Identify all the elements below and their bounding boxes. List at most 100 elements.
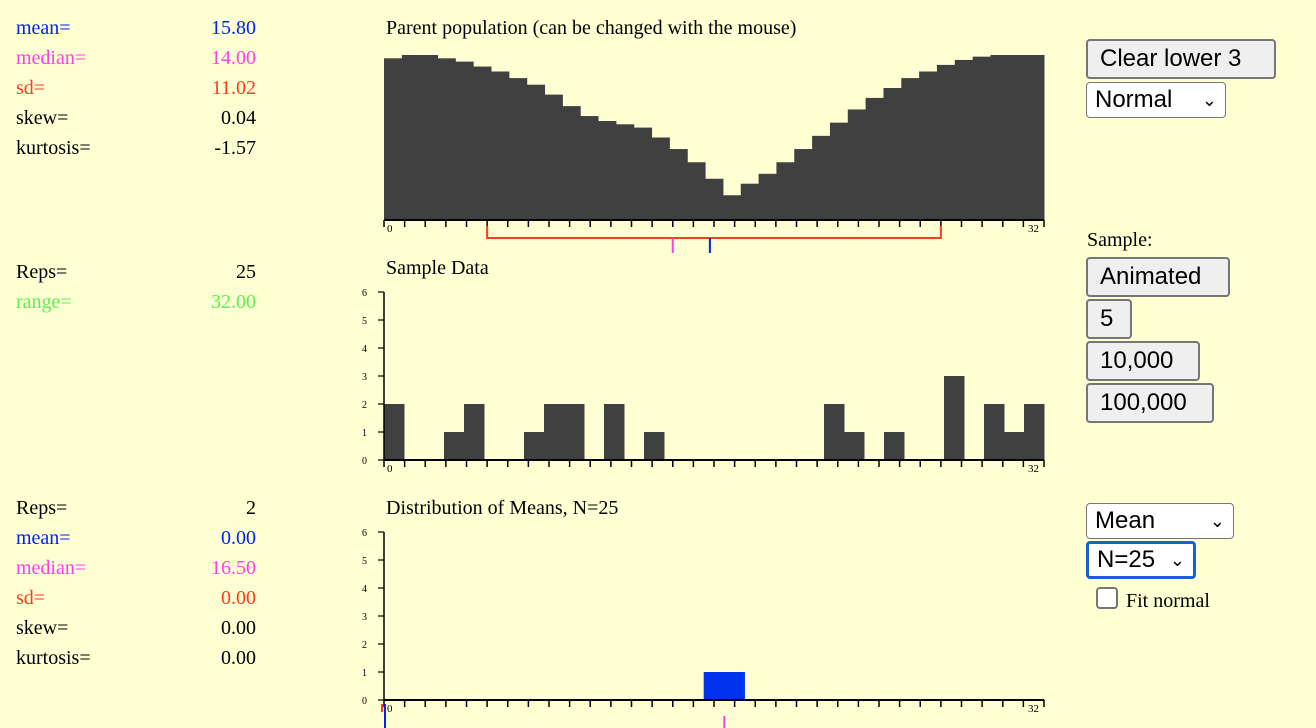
sample-5-button[interactable]: 5 <box>1086 299 1132 339</box>
parent-median-value: 14.00 <box>211 47 256 69</box>
sample-bar <box>604 404 625 460</box>
means-y-tick-label: 2 <box>362 640 367 651</box>
parent-bar <box>526 84 546 220</box>
animated-button[interactable]: Animated <box>1086 257 1230 297</box>
parent-bar <box>580 116 599 220</box>
parent-skew-value: 0.04 <box>221 107 256 129</box>
sample-y-tick-label: 1 <box>362 428 367 439</box>
parent-bar <box>705 178 724 220</box>
chevron-down-icon: ⌄ <box>1169 550 1185 570</box>
parent-bar <box>687 162 706 220</box>
parent-bar <box>419 55 439 220</box>
sample-x-tick-label: 32 <box>1028 463 1039 475</box>
sample-y-tick-label: 5 <box>362 316 367 327</box>
sample-bar <box>544 404 565 460</box>
sample-100000-button[interactable]: 100,000 <box>1086 383 1214 423</box>
means-y-tick-label: 1 <box>362 668 367 679</box>
means-reps-label: Reps= <box>16 497 68 519</box>
sample-label: Sample: <box>1087 229 1153 251</box>
distribution-select[interactable]: Normal ⌄ <box>1086 82 1226 118</box>
parent-bar <box>651 137 670 220</box>
sample-size-select[interactable]: N=25 ⌄ <box>1086 541 1196 579</box>
parent-bar <box>722 195 742 220</box>
means-mean-value: 0.00 <box>221 527 256 549</box>
fit-normal-label: Fit normal <box>1126 590 1210 612</box>
distribution-select-value: Normal <box>1095 86 1173 113</box>
means-sd-value: 0.00 <box>221 587 256 609</box>
sample-x-tick-label: 0 <box>387 463 393 475</box>
parent-bar <box>936 64 956 221</box>
parent-bar <box>901 78 920 220</box>
sample-bar <box>944 376 965 460</box>
means-x-tick-label: 0 <box>387 703 393 715</box>
parent-bar <box>473 66 492 220</box>
parent-sd-label: sd= <box>16 77 46 99</box>
means-x-tick-label: 32 <box>1028 703 1039 715</box>
means-kurtosis-value: 0.00 <box>221 647 256 669</box>
sample-bar <box>844 432 865 460</box>
means-y-tick-label: 3 <box>362 612 367 623</box>
means-median-label: median= <box>16 557 87 579</box>
clear-lower-3-button[interactable]: Clear lower 3 <box>1086 39 1276 79</box>
parent-bar <box>508 78 528 220</box>
statistic-select[interactable]: Mean ⌄ <box>1086 503 1234 539</box>
parent-bar <box>990 55 1009 220</box>
parent-bar <box>972 56 991 221</box>
parent-bar <box>562 106 581 220</box>
parent-bar <box>544 94 563 220</box>
parent-bar <box>437 58 456 220</box>
parent-x-tick-label: 0 <box>387 223 393 235</box>
parent-x-tick-label: 32 <box>1028 223 1039 235</box>
sample-bar <box>524 432 545 460</box>
parent-bar <box>633 127 653 220</box>
means-median-value: 16.50 <box>211 557 256 579</box>
means-y-tick-label: 0 <box>362 696 367 707</box>
sample-reps-value: 25 <box>236 261 256 283</box>
parent-kurtosis-label: kurtosis= <box>16 137 91 159</box>
parent-bar <box>883 88 902 220</box>
sample-y-tick-label: 3 <box>362 372 367 383</box>
parent-bar <box>847 109 867 220</box>
sample-range-value: 32.00 <box>211 291 256 313</box>
parent-mean-value: 15.80 <box>211 17 256 39</box>
means-skew-value: 0.00 <box>221 617 256 639</box>
means-y-tick-label: 6 <box>362 528 367 539</box>
parent-skew-label: skew= <box>16 107 69 129</box>
means-sd-label: sd= <box>16 587 46 609</box>
parent-bar <box>455 61 474 220</box>
parent-bar <box>1008 55 1027 220</box>
sample-bar <box>884 432 905 460</box>
sample-panel-title: Sample Data <box>386 257 489 279</box>
means-skew-label: skew= <box>16 617 69 639</box>
parent-bar <box>954 59 974 221</box>
sample-bar <box>644 432 665 460</box>
parent-sd-range-marker <box>486 226 942 239</box>
chevron-down-icon: ⌄ <box>1201 90 1217 110</box>
parent-bar <box>794 149 813 220</box>
parent-bar <box>829 122 849 220</box>
sample-size-select-value: N=25 <box>1097 546 1156 573</box>
sample-bar <box>444 432 465 460</box>
parent-bar <box>812 135 831 220</box>
sample-reps-label: Reps= <box>16 261 68 283</box>
sample-bar <box>1024 404 1045 460</box>
parent-bar <box>491 71 510 220</box>
parent-median-label: median= <box>16 47 87 69</box>
sample-10000-button[interactable]: 10,000 <box>1086 341 1200 381</box>
parent-bar <box>615 124 635 220</box>
fit-normal-checkbox[interactable] <box>1096 587 1118 609</box>
sample-bar <box>464 404 485 460</box>
means-mean-label: mean= <box>16 527 71 549</box>
means-panel-title: Distribution of Means, N=25 <box>386 497 619 519</box>
chevron-down-icon: ⌄ <box>1209 511 1225 531</box>
parent-bar <box>776 162 795 220</box>
parent-bar <box>740 183 760 220</box>
means-kurtosis-label: kurtosis= <box>16 647 91 669</box>
parent-bar <box>401 55 421 220</box>
parent-bar <box>598 121 617 220</box>
sample-range-label: range= <box>16 291 72 313</box>
parent-mean-label: mean= <box>16 17 71 39</box>
parent-bar <box>919 71 938 220</box>
sample-bar <box>384 404 405 460</box>
